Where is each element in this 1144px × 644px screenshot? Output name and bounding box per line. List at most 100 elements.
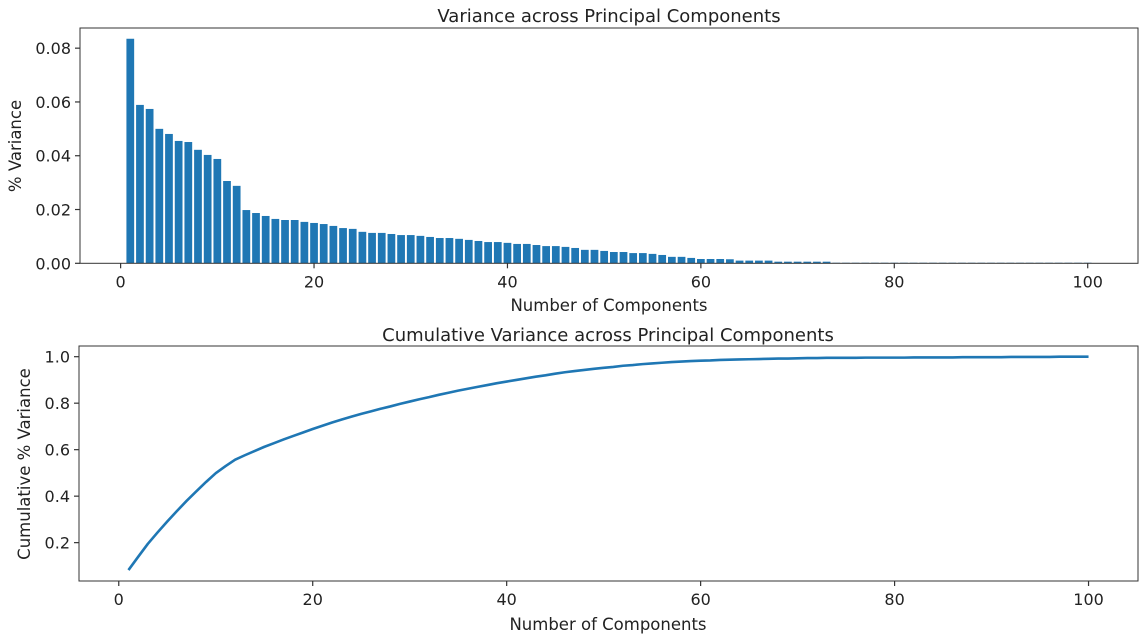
bar bbox=[697, 258, 705, 264]
bar bbox=[445, 238, 454, 264]
x-tick-label: 60 bbox=[690, 590, 710, 609]
bar bbox=[764, 260, 773, 264]
bar bbox=[638, 253, 647, 264]
bar bbox=[484, 242, 492, 264]
x-tick-label: 40 bbox=[497, 272, 517, 291]
y-axis-label: % Variance bbox=[6, 100, 25, 192]
bar bbox=[590, 249, 599, 264]
bar bbox=[435, 238, 444, 264]
bar bbox=[194, 149, 202, 264]
x-tick-label: 60 bbox=[691, 272, 711, 291]
axes-frame bbox=[79, 27, 1139, 264]
bar bbox=[126, 38, 135, 264]
bar bbox=[397, 235, 405, 264]
bar bbox=[474, 240, 483, 264]
x-tick-label: 0 bbox=[114, 590, 124, 609]
bar bbox=[571, 247, 580, 264]
y-tick-label: 0.2 bbox=[45, 534, 70, 553]
bar bbox=[145, 108, 154, 264]
y-tick-label: 0.8 bbox=[45, 394, 70, 413]
chart-title: Variance across Principal Components bbox=[437, 6, 780, 27]
bar bbox=[155, 128, 164, 264]
bar bbox=[339, 228, 347, 264]
bar bbox=[136, 104, 144, 264]
bar bbox=[726, 259, 734, 264]
x-tick-label: 20 bbox=[304, 272, 324, 291]
bar bbox=[242, 210, 251, 264]
bar bbox=[387, 233, 396, 264]
bar bbox=[716, 258, 725, 264]
bar bbox=[223, 181, 231, 264]
bar bbox=[329, 225, 338, 264]
bar bbox=[503, 242, 512, 264]
bar bbox=[658, 254, 667, 264]
bar bbox=[687, 257, 696, 264]
bar bbox=[271, 218, 280, 264]
y-tick-label: 0.02 bbox=[35, 201, 71, 220]
bar bbox=[542, 246, 551, 264]
y-tick-label: 0.00 bbox=[35, 254, 71, 273]
bar bbox=[532, 245, 541, 264]
bar bbox=[580, 249, 589, 264]
bar bbox=[513, 243, 521, 264]
x-axis-label: Number of Components bbox=[509, 615, 706, 634]
bar bbox=[619, 252, 628, 264]
bar bbox=[281, 220, 289, 264]
axes-frame bbox=[78, 345, 1139, 582]
bar bbox=[648, 253, 657, 264]
bar bbox=[735, 260, 744, 264]
bar bbox=[416, 235, 425, 264]
bar bbox=[600, 250, 609, 264]
bar bbox=[793, 261, 802, 264]
x-tick-label: 100 bbox=[1072, 272, 1103, 291]
bar bbox=[184, 142, 193, 264]
bar bbox=[755, 260, 763, 264]
bar bbox=[213, 158, 222, 264]
x-tick-label: 80 bbox=[884, 272, 904, 291]
bar bbox=[774, 261, 783, 264]
bar bbox=[677, 256, 686, 264]
cumulative-line bbox=[127, 355, 1089, 571]
bar bbox=[252, 213, 260, 264]
chart-title: Cumulative Variance across Principal Com… bbox=[382, 325, 834, 346]
bar bbox=[165, 133, 173, 264]
bar bbox=[174, 140, 183, 264]
bar bbox=[813, 261, 821, 264]
bar bbox=[464, 239, 473, 264]
y-tick-label: 0.04 bbox=[35, 147, 71, 166]
bar bbox=[551, 246, 560, 264]
bar bbox=[493, 242, 502, 264]
bar bbox=[377, 232, 386, 264]
bar bbox=[426, 236, 434, 264]
bar bbox=[522, 243, 531, 264]
bar bbox=[406, 235, 415, 264]
bar bbox=[290, 220, 299, 264]
bar bbox=[232, 185, 241, 264]
bar bbox=[803, 261, 812, 264]
bar bbox=[368, 232, 376, 264]
bar bbox=[629, 253, 638, 264]
bar bbox=[706, 258, 715, 264]
bar bbox=[609, 252, 618, 264]
bar bbox=[822, 261, 831, 264]
bar bbox=[203, 154, 212, 264]
y-tick-label: 1.0 bbox=[45, 348, 70, 367]
x-tick-label: 100 bbox=[1073, 590, 1104, 609]
bar bbox=[310, 222, 318, 264]
x-tick-label: 0 bbox=[116, 272, 126, 291]
variance-bar-chart: Variance across Principal Components Num… bbox=[6, 6, 1139, 315]
y-tick-label: 0.08 bbox=[35, 39, 71, 58]
y-axis-label: Cumulative % Variance bbox=[15, 368, 34, 560]
bar bbox=[358, 231, 367, 264]
bar bbox=[319, 224, 328, 264]
y-tick-label: 0.4 bbox=[45, 487, 70, 506]
x-tick-label: 40 bbox=[496, 590, 516, 609]
bar bbox=[455, 238, 463, 264]
bar bbox=[745, 260, 754, 264]
x-tick-label: 20 bbox=[303, 590, 323, 609]
bar bbox=[348, 228, 357, 264]
bar bbox=[300, 221, 309, 264]
y-tick-label: 0.6 bbox=[45, 441, 70, 460]
bar bbox=[784, 261, 792, 264]
